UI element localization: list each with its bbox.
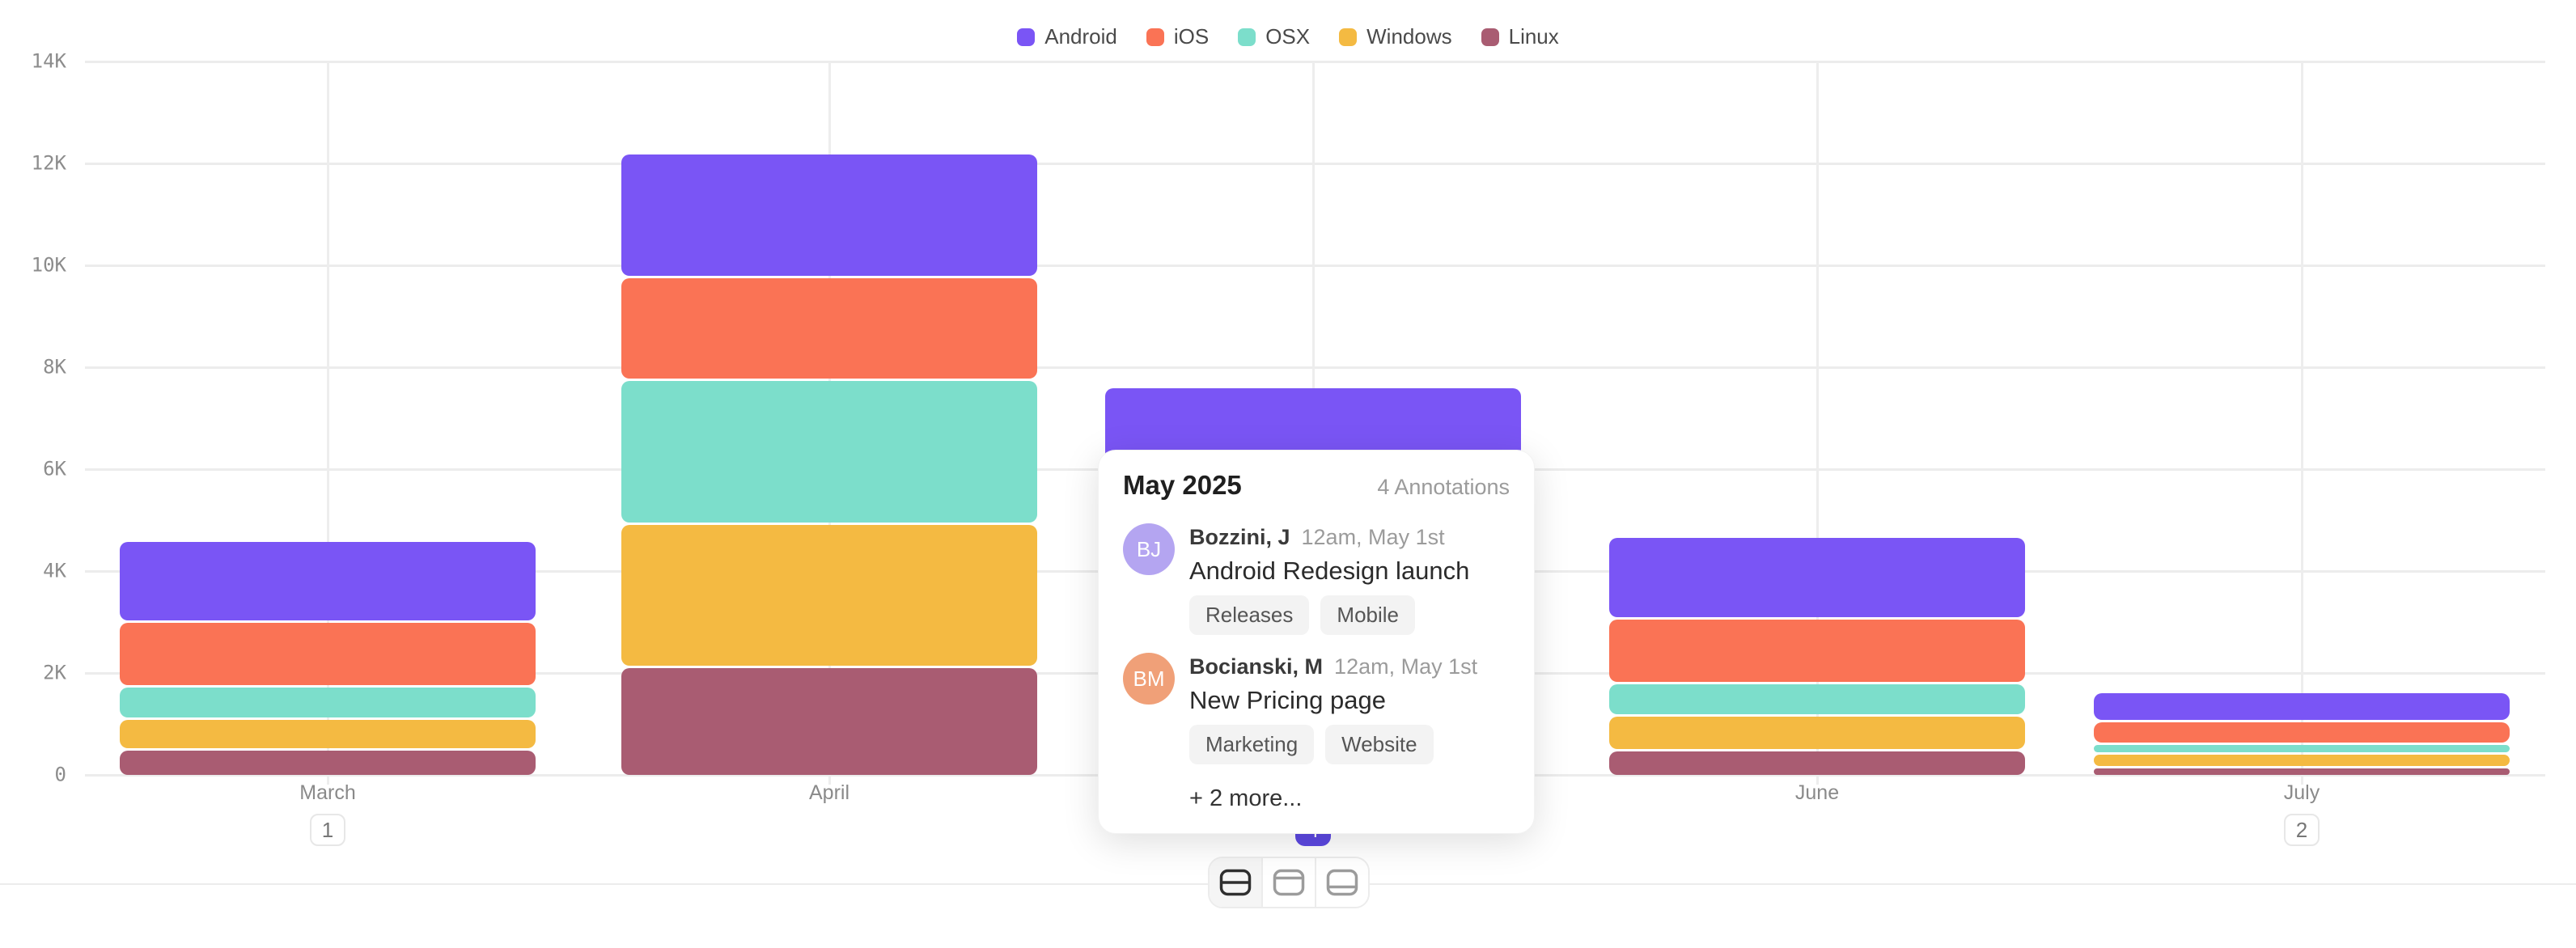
annotation-entry: BJ Bozzini, J 12am, May 1st Android Redesig… xyxy=(1123,523,1510,635)
annotation-body: Bocianski, M 12am, May 1st New Pricing pag… xyxy=(1189,653,1477,764)
tooltip-header: May 2025 4 Annotations xyxy=(1123,470,1510,506)
layout-toggle-top-panel[interactable] xyxy=(1261,858,1315,907)
gridline-vertical xyxy=(1816,61,1819,785)
gridline-horizontal xyxy=(85,163,2545,165)
tag-chip: Marketing xyxy=(1189,725,1315,764)
gridline-horizontal xyxy=(85,366,2545,369)
annotation-title: Android Redesign launch xyxy=(1189,557,1470,585)
y-axis-tick-label: 8K xyxy=(43,355,66,379)
bar-segment-july-linux[interactable] xyxy=(2094,768,2510,775)
chart-legend: Android iOS OSX Windows Linux xyxy=(0,24,2576,49)
annotation-badge-july[interactable]: 2 xyxy=(2284,814,2320,846)
annotation-name-row: Bozzini, J 12am, May 1st xyxy=(1189,525,1469,550)
legend-item-ios[interactable]: iOS xyxy=(1146,24,1209,49)
bottom-panel-icon xyxy=(1326,869,1358,896)
legend-swatch xyxy=(1238,28,1256,46)
bar-segment-june-osx[interactable] xyxy=(1609,684,2025,714)
bar-segment-march-linux[interactable] xyxy=(120,751,536,775)
legend-label: Android xyxy=(1044,24,1117,49)
bar-segment-june-android[interactable] xyxy=(1609,538,2025,617)
annotation-name-row: Bocianski, M 12am, May 1st xyxy=(1189,654,1477,679)
legend-swatch xyxy=(1339,28,1358,46)
bar-segment-june-windows[interactable] xyxy=(1609,717,2025,749)
annotation-tags: Marketing Website xyxy=(1189,725,1477,764)
annotation-author: Bocianski, M xyxy=(1189,654,1324,679)
annotation-timestamp: 12am, May 1st xyxy=(1334,654,1478,679)
y-axis-tick-label: 0 xyxy=(54,763,66,786)
annotations-tooltip: May 2025 4 Annotations BJ Bozzini, J 12am,… xyxy=(1098,450,1535,834)
bar-segment-july-osx[interactable] xyxy=(2094,745,2510,752)
bar-segment-april-android[interactable] xyxy=(621,154,1037,276)
annotation-body: Bozzini, J 12am, May 1st Android Redesign … xyxy=(1189,523,1469,635)
annotation-badge-march[interactable]: 1 xyxy=(310,814,345,846)
legend-item-android[interactable]: Android xyxy=(1017,24,1117,49)
bar-segment-march-ios[interactable] xyxy=(120,623,536,685)
legend-label: Windows xyxy=(1366,24,1452,49)
avatar: BJ xyxy=(1123,523,1175,575)
y-axis-tick-label: 12K xyxy=(31,151,66,175)
legend-swatch xyxy=(1146,28,1164,46)
bar-segment-april-ios[interactable] xyxy=(621,278,1037,379)
tooltip-title: May 2025 xyxy=(1123,470,1242,500)
bar-segment-july-android[interactable] xyxy=(2094,693,2510,720)
annotation-author: Bozzini, J xyxy=(1189,525,1290,549)
avatar: BM xyxy=(1123,653,1175,705)
bar-segment-june-linux[interactable] xyxy=(1609,751,2025,775)
gridline-vertical xyxy=(327,61,329,785)
gridline-horizontal xyxy=(85,265,2545,267)
legend-item-linux[interactable]: Linux xyxy=(1481,24,1559,49)
bar-segment-june-ios[interactable] xyxy=(1609,620,2025,682)
layout-toggle-group xyxy=(1208,857,1370,908)
legend-swatch xyxy=(1481,28,1499,46)
more-annotations-link[interactable]: + 2 more... xyxy=(1189,785,1303,811)
tooltip-annotation-count: 4 Annotations xyxy=(1377,475,1510,499)
bar-segment-july-windows[interactable] xyxy=(2094,755,2510,766)
legend-label: Linux xyxy=(1508,24,1559,49)
y-axis-tick-label: 6K xyxy=(43,457,66,480)
tag-chip: Website xyxy=(1325,725,1434,764)
y-axis-tick-label: 2K xyxy=(43,661,66,684)
annotation-entry: BM Bocianski, M 12am, May 1st New Pricing p… xyxy=(1123,653,1510,764)
tag-chip: Mobile xyxy=(1320,595,1415,635)
bar-segment-july-ios[interactable] xyxy=(2094,722,2510,743)
bar-segment-april-linux[interactable] xyxy=(621,668,1037,775)
layout-toggle-bottom-panel[interactable] xyxy=(1315,858,1368,907)
legend-swatch xyxy=(1017,28,1036,46)
tag-chip: Releases xyxy=(1189,595,1310,635)
y-axis-tick-label: 4K xyxy=(43,559,66,582)
x-axis-label: April xyxy=(808,781,850,804)
bar-segment-april-windows[interactable] xyxy=(621,525,1037,666)
annotation-title: New Pricing page xyxy=(1189,686,1386,714)
top-panel-icon xyxy=(1273,869,1305,896)
bar-segment-april-osx[interactable] xyxy=(621,381,1037,523)
legend-item-osx[interactable]: OSX xyxy=(1238,24,1310,49)
x-axis-label: June xyxy=(1794,781,1840,804)
x-axis-label: March xyxy=(299,781,356,804)
y-axis-tick-label: 14K xyxy=(31,49,66,73)
bar-segment-march-osx[interactable] xyxy=(120,688,536,717)
gridline-horizontal xyxy=(85,61,2545,63)
legend-label: OSX xyxy=(1265,24,1311,49)
split-horizontal-icon xyxy=(1219,869,1252,896)
y-axis-tick-label: 10K xyxy=(31,253,66,277)
gridline-vertical xyxy=(2301,61,2303,785)
x-axis-label: July xyxy=(2283,781,2320,804)
layout-toggle-split-horizontal[interactable] xyxy=(1210,858,1261,907)
bar-segment-march-windows[interactable] xyxy=(120,720,536,748)
legend-item-windows[interactable]: Windows xyxy=(1339,24,1452,49)
annotation-timestamp: 12am, May 1st xyxy=(1301,525,1445,549)
annotations-list: BJ Bozzini, J 12am, May 1st Android Redesig… xyxy=(1123,523,1510,764)
legend-label: iOS xyxy=(1173,24,1210,49)
annotation-tags: Releases Mobile xyxy=(1189,595,1469,635)
bar-segment-march-android[interactable] xyxy=(120,542,536,620)
